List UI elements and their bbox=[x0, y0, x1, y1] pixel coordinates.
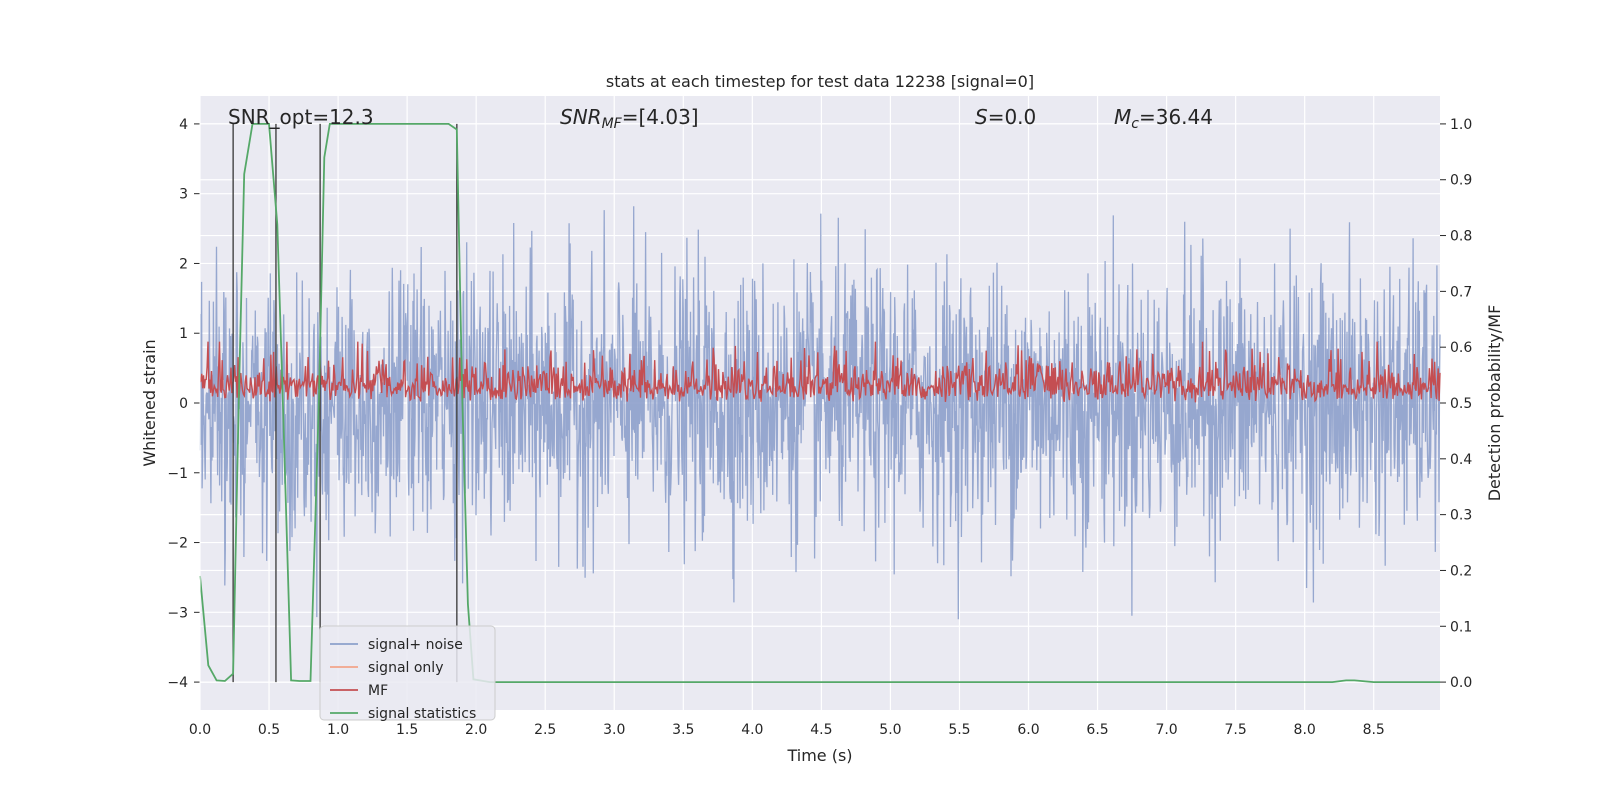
signal-statistics-series bbox=[199, 123, 1440, 683]
legend-label: signal statistics bbox=[368, 706, 476, 722]
annotation-mc-value: =36.44 bbox=[1139, 105, 1213, 129]
x-axis-ticks: 0.0 0.5 1.0 1.5 2.0 2.5 3.0 3.5 4.0 4.5 5.0 5.5 6.0 6… bbox=[189, 722, 1385, 738]
right-y-tick-label: 0.4 bbox=[1450, 452, 1472, 468]
right-y-tick-label: 0.0 bbox=[1450, 675, 1472, 691]
legend-label: signal+ noise bbox=[368, 637, 463, 653]
signal-noise-series bbox=[199, 206, 1441, 620]
x-tick-label: 0.5 bbox=[258, 722, 280, 738]
x-tick-label: 7.0 bbox=[1155, 722, 1177, 738]
left-y-tick-label: −1 bbox=[167, 466, 188, 482]
annotation-snr-mf-label: SNR bbox=[560, 105, 602, 129]
legend-label: MF bbox=[368, 683, 388, 699]
right-y-tick-label: 0.9 bbox=[1450, 173, 1472, 189]
left-y-axis-ticks: 4 3 2 1 0 −1 −2 −3 −4 bbox=[167, 117, 200, 691]
left-y-tick-label: −4 bbox=[167, 675, 188, 691]
signal-noise-line bbox=[199, 206, 1441, 620]
x-tick-label: 4.5 bbox=[810, 722, 832, 738]
left-y-tick-label: −2 bbox=[167, 536, 188, 552]
annotation-mc-sub: c bbox=[1131, 116, 1139, 132]
legend-box bbox=[319, 625, 496, 721]
right-y-tick-label: 0.5 bbox=[1450, 396, 1472, 412]
x-tick-label: 6.0 bbox=[1017, 722, 1039, 738]
chart-title: stats at each timestep for test data 122… bbox=[606, 72, 1034, 91]
x-tick-label: 1.5 bbox=[396, 722, 418, 738]
right-y-tick-label: 0.1 bbox=[1450, 619, 1472, 635]
x-tick-label: 0.0 bbox=[189, 722, 211, 738]
annotation-s-label: S bbox=[975, 105, 988, 129]
x-tick-label: 2.0 bbox=[465, 722, 487, 738]
left-y-tick-label: 1 bbox=[179, 326, 188, 342]
x-tick-label: 4.0 bbox=[741, 722, 763, 738]
left-y-tick-label: 2 bbox=[179, 256, 188, 272]
annotation-snr-mf-sub: MF bbox=[602, 116, 623, 132]
x-tick-label: 8.5 bbox=[1363, 722, 1385, 738]
x-tick-label: 7.5 bbox=[1225, 722, 1247, 738]
x-tick-label: 3.0 bbox=[603, 722, 625, 738]
annotation-snr-mf-value: =[4.03] bbox=[622, 105, 699, 129]
annotation-s-value: =0.0 bbox=[988, 105, 1037, 129]
annotation-s: S=0.0 bbox=[975, 105, 1036, 129]
x-tick-label: 5.5 bbox=[948, 722, 970, 738]
annotation-snr-mf: SNRMF=[4.03] bbox=[560, 105, 699, 132]
right-y-tick-label: 1.0 bbox=[1450, 117, 1472, 133]
left-y-tick-label: 4 bbox=[179, 117, 188, 133]
x-tick-label: 8.0 bbox=[1294, 722, 1316, 738]
right-y-tick-label: 0.3 bbox=[1450, 508, 1472, 524]
x-tick-label: 5.0 bbox=[879, 722, 901, 738]
right-y-axis-ticks: 1.0 0.9 0.8 0.7 0.6 0.5 0.4 0.3 0.2 0.1 0.0 bbox=[1440, 117, 1472, 691]
mf-line bbox=[199, 341, 1441, 403]
left-y-tick-label: −3 bbox=[167, 605, 188, 621]
vertical-markers bbox=[232, 123, 458, 683]
left-y-tick-label: 0 bbox=[179, 396, 188, 412]
signal-statistics-line bbox=[199, 123, 1440, 683]
left-y-axis-label: Whitened strain bbox=[140, 339, 159, 466]
x-tick-label: 3.5 bbox=[672, 722, 694, 738]
right-y-tick-label: 0.8 bbox=[1450, 229, 1472, 245]
right-y-axis-label: Detection probability/MF bbox=[1485, 305, 1504, 502]
annotation-mc-label: M bbox=[1114, 105, 1131, 129]
x-tick-label: 2.5 bbox=[534, 722, 556, 738]
legend: signal+ noise signal only MF signal statist… bbox=[319, 625, 496, 722]
x-axis-label: Time (s) bbox=[786, 746, 852, 765]
legend-label: signal only bbox=[368, 660, 443, 676]
mf-series bbox=[199, 341, 1441, 403]
right-y-tick-label: 0.6 bbox=[1450, 340, 1472, 356]
right-y-tick-label: 0.7 bbox=[1450, 284, 1472, 300]
annotation-mc: Mc=36.44 bbox=[1114, 105, 1213, 132]
right-y-tick-label: 0.2 bbox=[1450, 563, 1472, 579]
left-y-tick-label: 3 bbox=[179, 187, 188, 203]
annotation-snr-opt: SNR_opt=12.3 bbox=[228, 105, 374, 129]
x-tick-label: 6.5 bbox=[1086, 722, 1108, 738]
x-tick-label: 1.0 bbox=[327, 722, 349, 738]
